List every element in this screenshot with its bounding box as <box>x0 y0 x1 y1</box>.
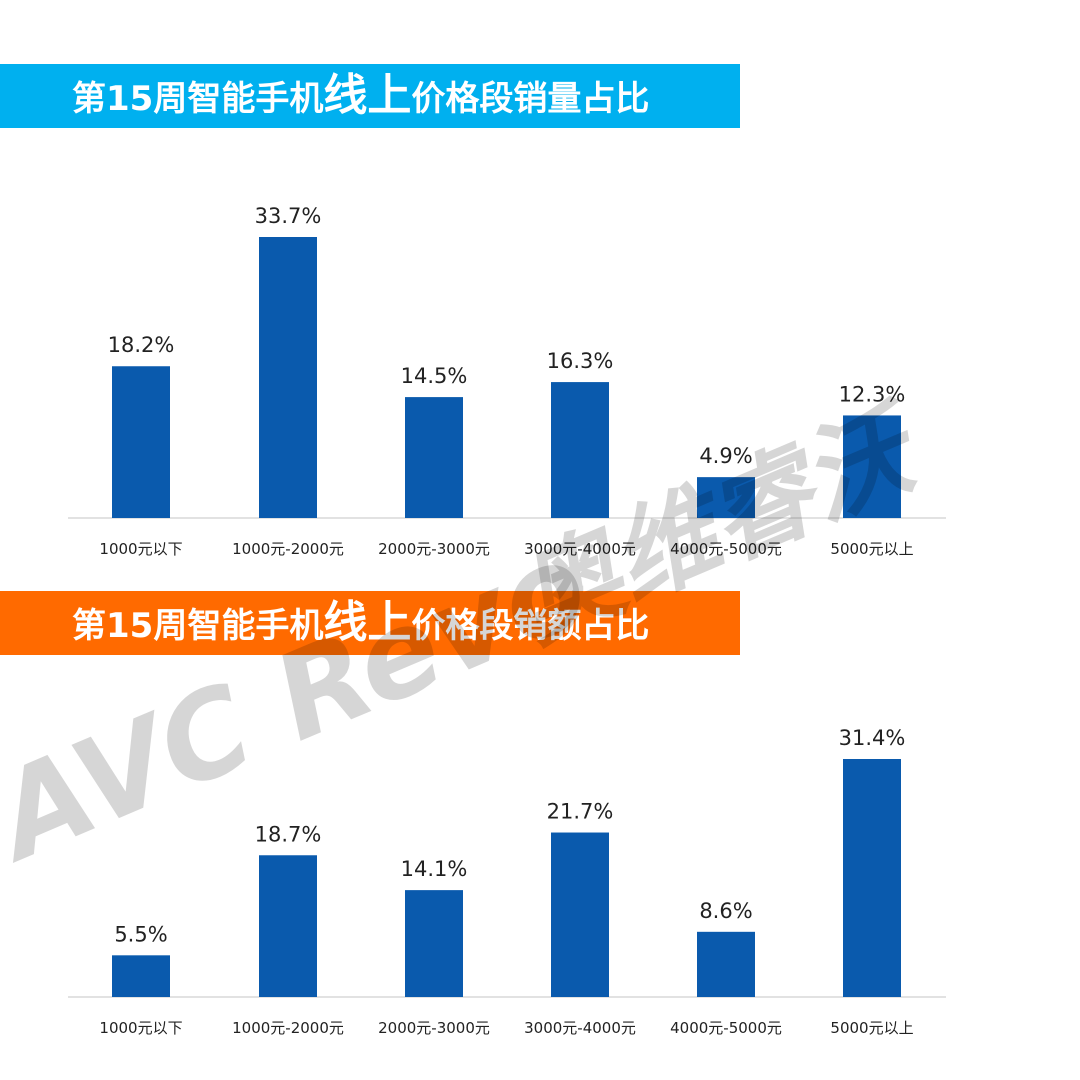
volume-data-label: 14.5% <box>401 364 468 388</box>
volume-category-label: 5000元以上 <box>830 540 913 558</box>
revenue-title-post: 价格段销额占比 <box>411 606 650 646</box>
revenue-data-label: 14.1% <box>401 857 468 881</box>
revenue-share-bar-chart: 5.5% 1000元以下 18.7% 1000元-2000元 14.1% 2000元-30… <box>68 726 946 1037</box>
volume-bar <box>843 415 901 518</box>
volume-bar <box>112 366 170 518</box>
revenue-category-label: 1000元以下 <box>99 1019 182 1037</box>
volume-data-label: 33.7% <box>255 204 322 228</box>
volume-title-post: 价格段销量占比 <box>411 79 650 119</box>
volume-title-emph: 线上 <box>323 70 412 121</box>
volume-data-label: 18.2% <box>108 333 175 357</box>
volume-bar <box>405 397 463 518</box>
volume-bar <box>259 237 317 518</box>
volume-chart-title-banner: 第15周智能手机线上价格段销量占比 <box>0 64 740 128</box>
volume-data-label: 4.9% <box>699 444 752 468</box>
revenue-title-pre: 第15周智能手机 <box>72 606 324 646</box>
revenue-category-label: 4000元-5000元 <box>670 1019 782 1037</box>
volume-category-label: 4000元-5000元 <box>670 540 782 558</box>
revenue-category-label: 2000元-3000元 <box>378 1019 490 1037</box>
revenue-bar <box>551 832 609 997</box>
volume-category-label: 1000元以下 <box>99 540 182 558</box>
revenue-bar <box>697 931 755 997</box>
volume-share-bar-chart: 18.2% 1000元以下 33.7% 1000元-2000元 14.5% 2000元-3… <box>68 204 946 558</box>
revenue-category-label: 5000元以上 <box>830 1019 913 1037</box>
volume-bar <box>551 382 609 518</box>
revenue-data-label: 18.7% <box>255 822 322 846</box>
revenue-data-label: 31.4% <box>839 726 906 750</box>
revenue-bar <box>112 955 170 997</box>
revenue-category-label: 3000元-4000元 <box>524 1019 636 1037</box>
revenue-data-label: 8.6% <box>699 899 752 923</box>
revenue-chart-title-banner: 第15周智能手机线上价格段销额占比 <box>0 591 740 655</box>
volume-title-pre: 第15周智能手机 <box>72 79 324 119</box>
revenue-title-emph: 线上 <box>323 597 412 648</box>
revenue-data-label: 5.5% <box>114 922 167 946</box>
volume-category-label: 3000元-4000元 <box>524 540 636 558</box>
volume-data-label: 16.3% <box>547 349 614 373</box>
revenue-bar <box>405 890 463 997</box>
revenue-category-label: 1000元-2000元 <box>232 1019 344 1037</box>
volume-bar <box>697 477 755 518</box>
revenue-bar <box>259 855 317 997</box>
revenue-bar <box>843 759 901 997</box>
revenue-data-label: 21.7% <box>547 800 614 824</box>
volume-category-label: 1000元-2000元 <box>232 540 344 558</box>
volume-data-label: 12.3% <box>839 382 906 406</box>
volume-category-label: 2000元-3000元 <box>378 540 490 558</box>
